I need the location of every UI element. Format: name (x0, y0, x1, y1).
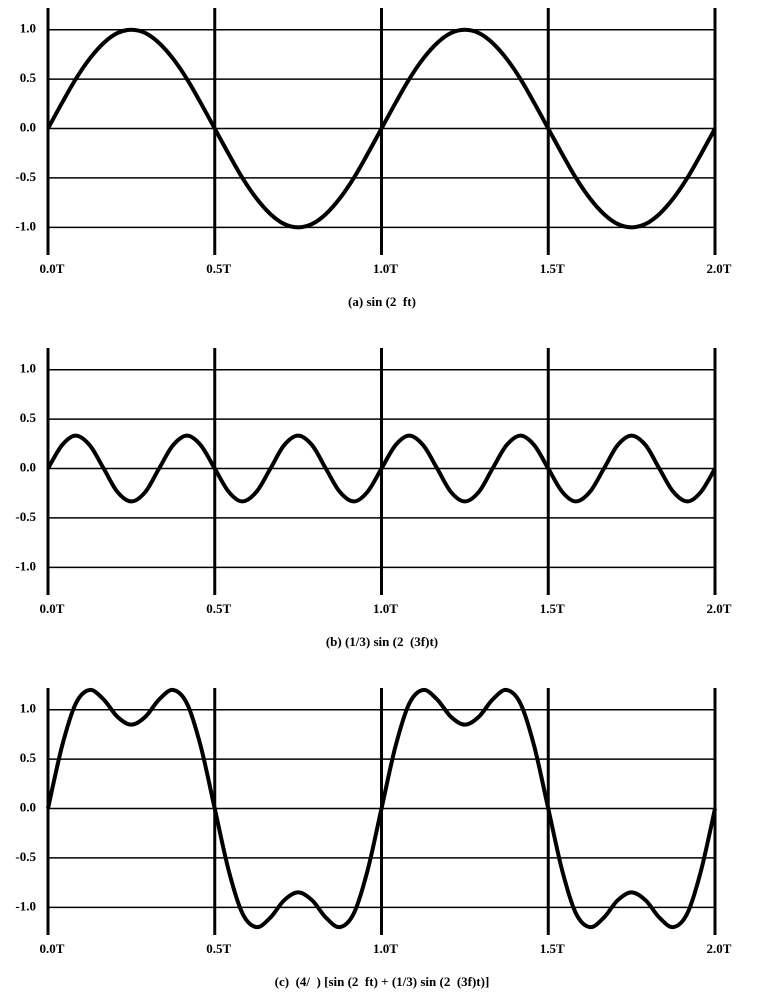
wave-line (46, 433, 717, 504)
x-tick-label: 1.5T (540, 941, 565, 956)
x-tick-label: 2.0T (707, 261, 732, 276)
x-tick-label: 1.5T (540, 601, 565, 616)
x-tick-label: 0.0T (40, 261, 65, 276)
x-tick-label: 0.0T (40, 601, 65, 616)
x-tick-label: 1.5T (540, 261, 565, 276)
x-tick-label: 2.0T (707, 601, 732, 616)
caption: (b) (1/3) sin (2 (3f)t) (326, 634, 438, 649)
wave-line (46, 27, 717, 230)
caption: (a) sin (2 ft) (348, 294, 416, 309)
y-tick-label: 0.0 (20, 460, 36, 475)
y-tick-label: 1.0 (20, 21, 36, 36)
y-tick-label: 0.5 (20, 750, 37, 765)
y-tick-label: -1.0 (15, 558, 36, 573)
y-tick-label: -0.5 (15, 849, 36, 864)
x-tick-label: 1.0T (373, 941, 398, 956)
x-tick-label: 0.5T (206, 261, 231, 276)
y-tick-label: 0.5 (20, 410, 37, 425)
y-tick-label: -1.0 (15, 218, 36, 233)
x-tick-label: 2.0T (707, 941, 732, 956)
y-tick-label: 0.0 (20, 120, 36, 135)
x-tick-label: 0.5T (206, 941, 231, 956)
y-tick-label: 1.0 (20, 361, 36, 376)
x-tick-label: 1.0T (373, 261, 398, 276)
y-tick-label: 0.0 (20, 800, 36, 815)
wave-line (46, 687, 717, 930)
y-tick-label: -1.0 (15, 898, 36, 913)
y-tick-label: -0.5 (15, 509, 36, 524)
x-tick-label: 0.5T (206, 601, 231, 616)
x-tick-label: 0.0T (40, 941, 65, 956)
y-tick-label: -0.5 (15, 169, 36, 184)
x-tick-label: 1.0T (373, 601, 398, 616)
y-tick-label: 0.5 (20, 70, 37, 85)
y-tick-label: 1.0 (20, 701, 36, 716)
caption: (c) (4/ ) [sin (2 ft) + (1/3) sin (2 (3f… (275, 974, 490, 989)
